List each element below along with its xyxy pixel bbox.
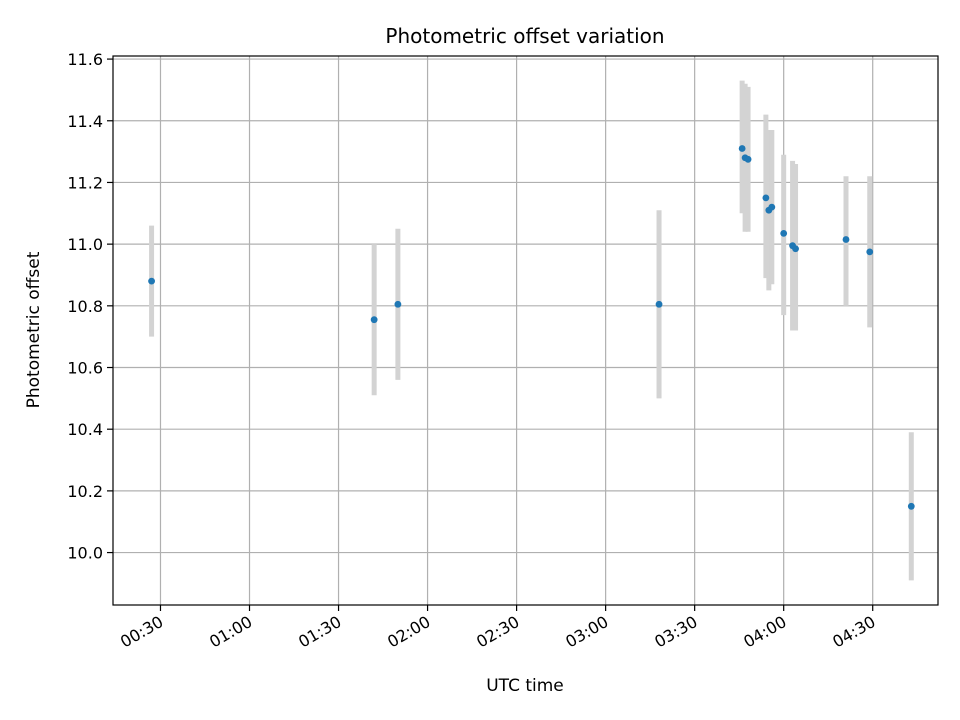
- data-point: [780, 229, 788, 237]
- y-tick-label: 10.6: [67, 359, 103, 378]
- x-tick-label: 01:30: [295, 612, 344, 652]
- y-axis-label: Photometric offset: [24, 251, 44, 408]
- x-tick-label: 02:00: [384, 612, 433, 652]
- y-tick-label: 11.2: [67, 173, 103, 192]
- grid-lines: [113, 56, 938, 605]
- x-tick-label: 04:00: [740, 612, 789, 652]
- y-tick-label: 11.6: [67, 50, 103, 69]
- data-point: [866, 248, 874, 256]
- data-points: [148, 145, 915, 510]
- x-tick-label: 02:30: [473, 612, 522, 652]
- y-tick-label: 10.2: [67, 482, 103, 501]
- data-point: [394, 300, 402, 308]
- y-tick-label: 10.4: [67, 420, 103, 439]
- y-axis-ticks: 10.0 10.2 10.4 10.6 10.8 11.0 11.2 11.4 11.6: [67, 50, 113, 563]
- plot-frame: [112, 55, 939, 606]
- x-tick-label: 01:00: [206, 612, 255, 652]
- data-point: [148, 277, 155, 285]
- data-point: [738, 145, 746, 152]
- x-axis-label: UTC time: [486, 676, 564, 696]
- x-tick-label: 00:30: [117, 612, 166, 652]
- chart-title: Photometric offset variation: [385, 24, 664, 48]
- data-point: [762, 194, 770, 202]
- data-point: [792, 245, 799, 253]
- x-tick-label: 03:30: [651, 612, 700, 652]
- data-point: [768, 203, 776, 211]
- y-tick-label: 11.0: [67, 235, 103, 254]
- x-tick-label: 03:00: [562, 612, 611, 652]
- y-tick-label: 10.8: [67, 297, 103, 316]
- y-tick-label: 11.4: [67, 112, 103, 131]
- data-point: [907, 502, 915, 510]
- data-point: [655, 300, 663, 308]
- x-axis-ticks: 00:30 01:00 01:30 02:00 02:30 03:00 03:30 04:00…: [117, 605, 879, 652]
- error-bars: [149, 80, 914, 581]
- data-point: [842, 236, 850, 243]
- data-point: [744, 155, 752, 163]
- y-tick-label: 10.0: [67, 544, 103, 563]
- data-point: [370, 316, 378, 324]
- x-tick-label: 04:30: [829, 612, 878, 652]
